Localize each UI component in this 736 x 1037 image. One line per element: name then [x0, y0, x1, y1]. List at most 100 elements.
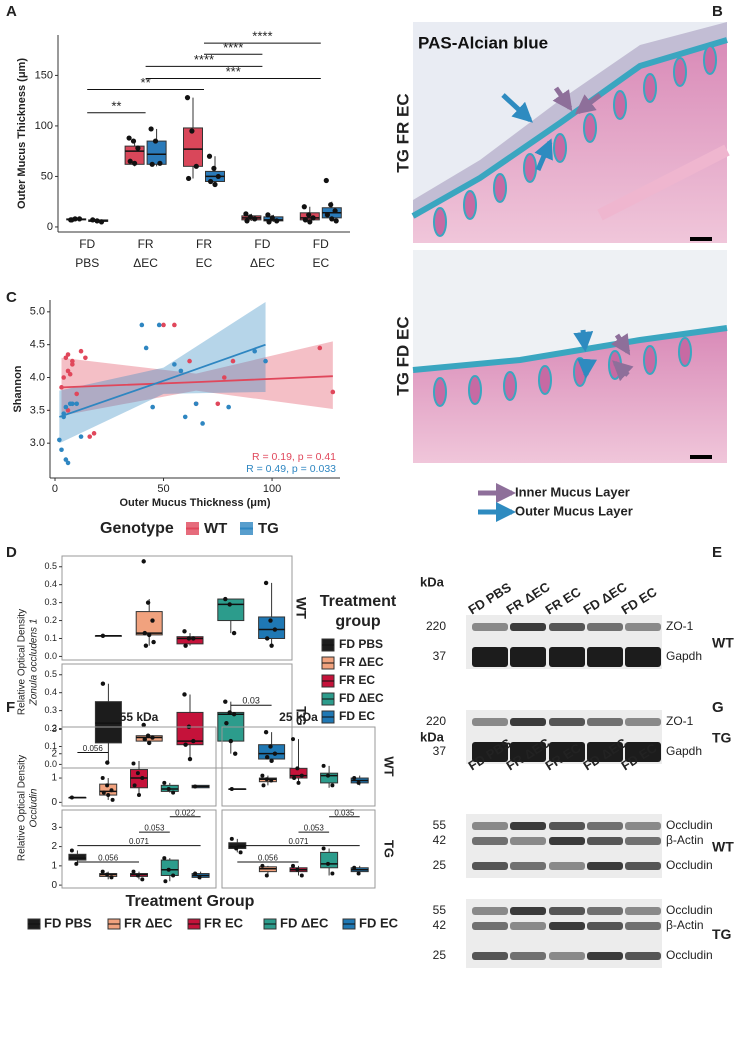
point: [269, 643, 274, 648]
point: [145, 600, 151, 605]
point: [100, 776, 105, 781]
blot-band: [625, 922, 661, 930]
blot-band: [587, 742, 623, 762]
point: [301, 204, 307, 210]
point: [330, 783, 335, 788]
point: [272, 627, 278, 632]
blot-band: [587, 862, 623, 870]
legend-label: FR ΔEC: [124, 915, 173, 930]
point: [109, 788, 114, 793]
blot-band: [472, 718, 508, 726]
bracket-label: 0.053: [144, 824, 165, 833]
point: [264, 777, 269, 782]
facet-label: WT: [293, 597, 309, 619]
point: [166, 867, 171, 872]
point: [229, 836, 234, 841]
point: [329, 216, 335, 222]
y-tick-label: 0: [51, 880, 57, 891]
point: [228, 738, 233, 744]
point: [76, 216, 83, 222]
point: [100, 681, 106, 686]
blot-band: [587, 952, 623, 960]
point: [143, 643, 149, 648]
point: [229, 786, 234, 791]
y-tick-label: 2: [51, 841, 57, 852]
point: [222, 375, 227, 380]
histology-image: [411, 22, 730, 463]
marker-label: 55: [433, 903, 447, 917]
point: [59, 385, 64, 390]
y-tick-label: 3.5: [30, 404, 45, 416]
point: [227, 710, 232, 715]
point: [263, 358, 268, 364]
point: [230, 358, 236, 364]
facet-row-label: TG: [382, 840, 397, 858]
point: [151, 639, 156, 645]
point: [263, 580, 269, 586]
point: [90, 217, 96, 223]
facet-column-label: 25 kDa: [279, 710, 318, 724]
y-tick-label: 4.5: [30, 339, 45, 351]
facet-column-label: 55 kDa: [120, 710, 159, 724]
legend-title: Treatment: [320, 593, 397, 610]
point: [296, 780, 301, 785]
fit-line: [61, 375, 333, 389]
point: [265, 212, 271, 218]
point: [323, 177, 329, 184]
x-tick-label: ΔEC: [250, 256, 275, 270]
blot-band: [549, 907, 585, 915]
point: [109, 875, 114, 880]
blot-band: [510, 822, 546, 830]
x-tick-label: FD: [79, 237, 95, 251]
point: [183, 643, 188, 648]
image-label: TG FR EC: [393, 93, 412, 172]
y-tick-label: 3.0: [30, 437, 45, 449]
point: [126, 135, 132, 141]
point: [137, 793, 141, 798]
y-tick-label: 0.4: [44, 579, 57, 589]
point: [247, 214, 253, 220]
point: [141, 559, 146, 564]
image-label: TG FD EC: [393, 316, 412, 395]
point: [191, 636, 196, 641]
band-label: Occludin: [666, 903, 713, 917]
blot-band: [587, 718, 623, 726]
y-tick-label: 150: [35, 69, 53, 81]
point: [238, 850, 243, 855]
bracket-label: 0.056: [258, 854, 279, 863]
facet-panel: [221, 726, 376, 807]
y-tick-label: 0.0: [44, 651, 57, 661]
box: [135, 611, 163, 636]
blot-band: [625, 837, 661, 845]
band-label: Occludin: [666, 818, 713, 832]
stat-label: R = 0.49, p = 0.033: [246, 463, 336, 475]
y-tick-label: 0.2: [44, 723, 57, 733]
bracket-label: ****: [194, 52, 214, 67]
stat-label: R = 0.19, p = 0.41: [252, 451, 336, 463]
legend-label: FD PBS: [44, 915, 92, 930]
x-axis-label: Treatment Group: [126, 893, 255, 910]
marker-label: 42: [433, 918, 447, 932]
marker-label: 220: [426, 619, 446, 633]
point: [65, 352, 71, 357]
point: [127, 158, 133, 164]
point: [269, 215, 275, 221]
panel-letter: A: [6, 3, 17, 20]
point: [87, 434, 93, 439]
bracket-label: ***: [226, 64, 241, 79]
bracket-label: 0.035: [334, 808, 355, 817]
point: [328, 202, 334, 208]
bracket-label: 0.071: [129, 837, 150, 846]
point: [252, 348, 257, 354]
legend-title: group: [335, 613, 381, 630]
point: [171, 790, 176, 795]
point: [74, 861, 79, 866]
legend-label: FD ΔEC: [339, 691, 384, 705]
marker-label: 37: [433, 649, 447, 663]
y-tick-label: 50: [41, 170, 53, 182]
point: [63, 355, 69, 361]
bracket-label: 0.071: [288, 837, 309, 846]
point: [302, 217, 308, 223]
point: [182, 629, 187, 634]
